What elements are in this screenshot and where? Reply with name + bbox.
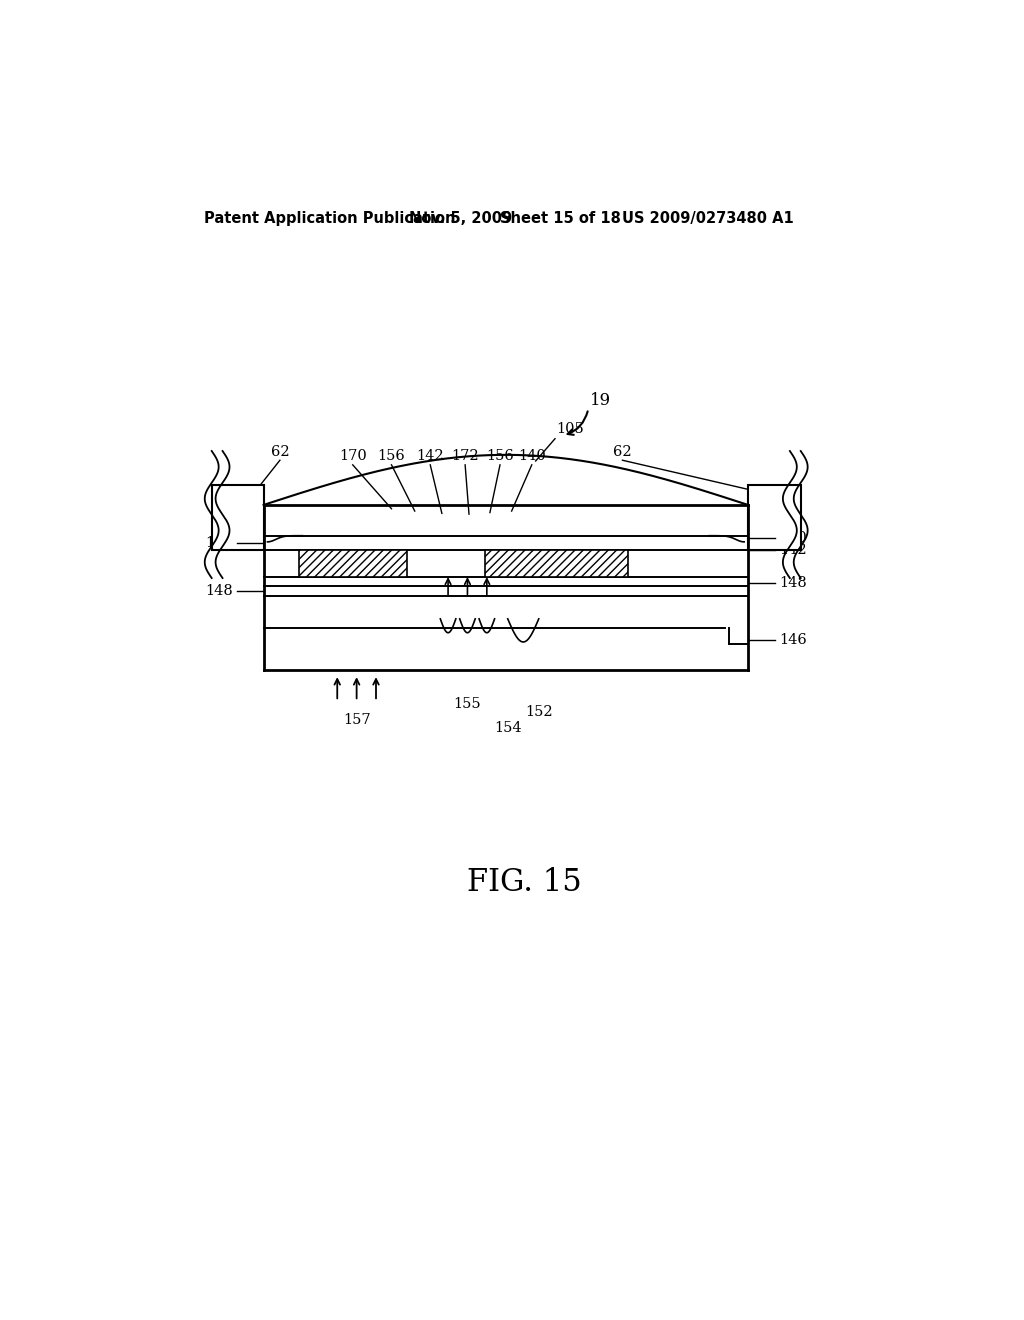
Text: 170: 170	[779, 531, 807, 545]
Text: 172: 172	[452, 449, 479, 463]
Text: 140: 140	[518, 449, 546, 463]
Bar	[748, 484, 801, 549]
Text: 157: 157	[343, 713, 371, 727]
Text: FIG. 15: FIG. 15	[467, 867, 583, 898]
Text: US 2009/0273480 A1: US 2009/0273480 A1	[623, 211, 795, 226]
Text: 148: 148	[205, 585, 232, 598]
Text: 142: 142	[779, 543, 807, 557]
Text: 170: 170	[339, 449, 367, 463]
Text: 155: 155	[454, 697, 481, 711]
Bar	[299, 549, 407, 577]
Text: 148: 148	[779, 577, 807, 590]
Text: 142: 142	[205, 536, 232, 549]
Text: Patent Application Publication: Patent Application Publication	[204, 211, 456, 226]
Text: 156: 156	[486, 449, 514, 463]
Text: Sheet 15 of 18: Sheet 15 of 18	[500, 211, 621, 226]
Text: 146: 146	[779, 632, 807, 647]
Text: 105: 105	[557, 421, 585, 436]
Bar	[212, 484, 263, 549]
Text: 62: 62	[613, 445, 632, 459]
Text: 62: 62	[270, 445, 289, 459]
Text: 154: 154	[494, 721, 521, 734]
Text: Nov. 5, 2009: Nov. 5, 2009	[410, 211, 512, 226]
Text: 156: 156	[378, 449, 406, 463]
Text: 142: 142	[417, 449, 444, 463]
Text: 152: 152	[525, 705, 553, 719]
Bar	[484, 549, 628, 577]
Text: 19: 19	[590, 392, 611, 409]
